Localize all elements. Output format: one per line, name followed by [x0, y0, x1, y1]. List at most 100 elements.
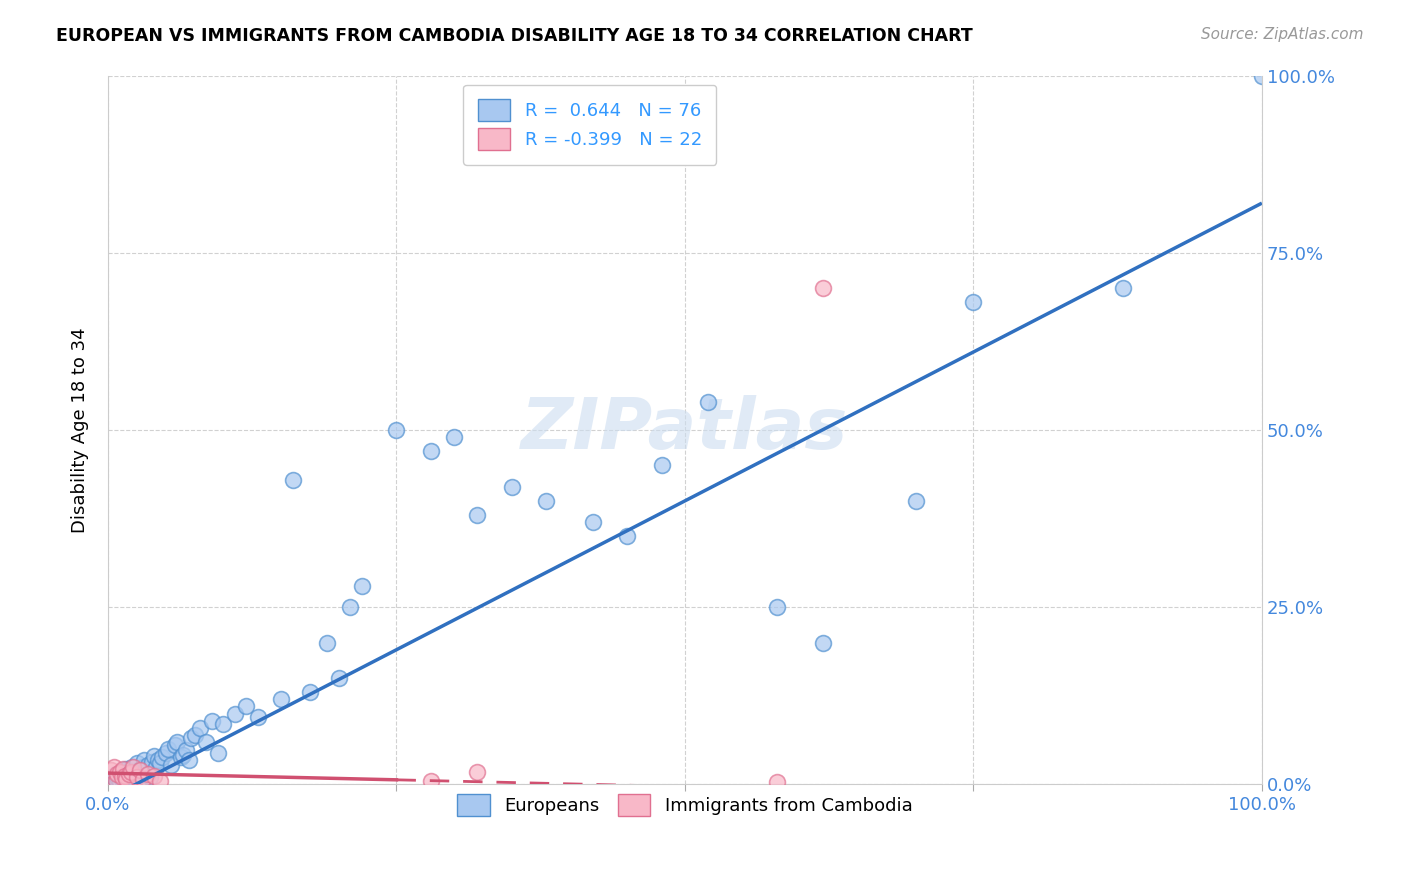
Point: [172, 747, 194, 762]
Point: [697, 394, 720, 409]
Point: [298, 685, 321, 699]
Point: [281, 473, 304, 487]
Point: [117, 772, 139, 786]
Text: Source: ZipAtlas.com: Source: ZipAtlas.com: [1201, 27, 1364, 42]
Point: [420, 773, 443, 788]
Point: [115, 762, 138, 776]
Point: [177, 753, 200, 767]
Point: [156, 742, 179, 756]
Point: [108, 764, 131, 779]
Point: [616, 529, 638, 543]
Point: [813, 281, 835, 295]
Text: EUROPEAN VS IMMIGRANTS FROM CAMBODIA DISABILITY AGE 18 TO 34 CORRELATION CHART: EUROPEAN VS IMMIGRANTS FROM CAMBODIA DIS…: [56, 27, 973, 45]
Point: [111, 762, 134, 776]
Point: [962, 295, 984, 310]
Point: [813, 635, 835, 649]
Point: [651, 458, 673, 473]
Point: [103, 760, 125, 774]
Point: [118, 773, 141, 788]
Point: [103, 770, 125, 784]
Text: ZIPatlas: ZIPatlas: [522, 395, 849, 465]
Point: [118, 766, 141, 780]
Point: [114, 769, 136, 783]
Point: [904, 494, 927, 508]
Point: [183, 728, 205, 742]
Point: [465, 508, 488, 522]
Point: [128, 764, 150, 778]
Point: [111, 772, 134, 787]
Point: [108, 775, 131, 789]
Point: [115, 772, 138, 786]
Point: [160, 757, 183, 772]
Point: [188, 721, 211, 735]
Point: [146, 753, 169, 767]
Point: [114, 766, 136, 780]
Point: [224, 706, 246, 721]
Point: [134, 764, 156, 779]
Point: [125, 756, 148, 771]
Point: [443, 430, 465, 444]
Point: [766, 775, 789, 789]
Point: [122, 760, 145, 774]
Point: [195, 735, 218, 749]
Point: [350, 579, 373, 593]
Point: [141, 755, 163, 769]
Point: [536, 494, 558, 508]
Point: [105, 766, 128, 780]
Point: [1112, 281, 1135, 295]
Point: [766, 600, 789, 615]
Point: [235, 699, 257, 714]
Point: [122, 770, 145, 784]
Point: [124, 772, 146, 786]
Point: [149, 756, 172, 771]
Point: [385, 423, 408, 437]
Point: [149, 773, 172, 788]
Point: [111, 764, 134, 778]
Point: [131, 772, 153, 786]
Point: [150, 750, 173, 764]
Point: [143, 749, 166, 764]
Point: [105, 773, 128, 788]
Point: [138, 766, 160, 780]
Point: [125, 770, 148, 784]
Point: [129, 766, 152, 780]
Point: [316, 635, 339, 649]
Point: [118, 764, 141, 779]
Point: [105, 773, 128, 788]
Point: [120, 769, 142, 783]
Point: [155, 746, 177, 760]
Point: [166, 735, 188, 749]
Point: [163, 739, 186, 753]
Point: [501, 480, 523, 494]
Point: [143, 769, 166, 783]
Point: [110, 764, 132, 779]
Point: [465, 764, 488, 779]
Point: [105, 766, 128, 780]
Point: [145, 760, 167, 774]
Point: [212, 717, 235, 731]
Point: [180, 731, 202, 746]
Point: [138, 757, 160, 772]
Point: [108, 769, 131, 783]
Point: [1251, 69, 1274, 83]
Point: [246, 710, 269, 724]
Point: [176, 743, 198, 757]
Point: [111, 770, 134, 784]
Point: [138, 770, 160, 784]
Point: [328, 671, 350, 685]
Y-axis label: Disability Age 18 to 34: Disability Age 18 to 34: [72, 327, 89, 533]
Point: [107, 772, 129, 786]
Point: [582, 515, 605, 529]
Point: [100, 764, 122, 778]
Point: [270, 692, 292, 706]
Point: [339, 600, 361, 615]
Point: [131, 760, 153, 774]
Point: [132, 753, 155, 767]
Point: [120, 764, 142, 779]
Point: [207, 746, 229, 760]
Point: [420, 444, 443, 458]
Point: [170, 750, 193, 764]
Point: [201, 714, 224, 728]
Point: [112, 770, 135, 784]
Point: [121, 760, 143, 774]
